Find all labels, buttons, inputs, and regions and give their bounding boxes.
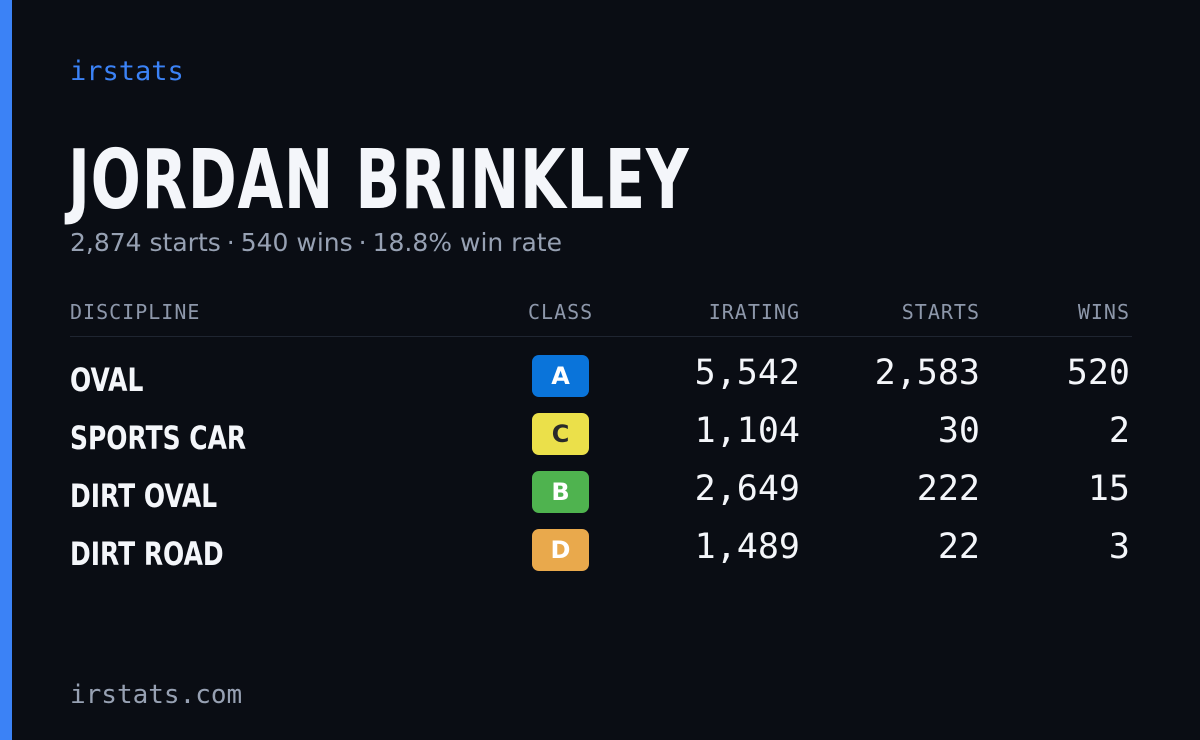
table-row: SPORTS CAR C 1,104 30 2	[70, 411, 1132, 469]
summary-wins: 540 wins	[240, 228, 353, 257]
row-starts: 222	[916, 469, 980, 509]
accent-bar	[0, 0, 12, 740]
row-discipline: OVAL	[70, 361, 144, 399]
row-starts: 22	[937, 527, 980, 567]
header-irating: IRATING	[708, 300, 800, 324]
table-row: DIRT ROAD D 1,489 22 3	[70, 527, 1132, 585]
header-class: CLASS	[528, 300, 594, 324]
table-body: OVAL A 5,542 2,583 520 SPORTS CAR C 1,10…	[70, 353, 1132, 585]
row-wins: 15	[1087, 469, 1130, 509]
row-irating: 1,104	[694, 411, 800, 451]
row-starts: 2,583	[874, 353, 980, 393]
row-wins: 3	[1108, 527, 1130, 567]
class-badge: B	[532, 471, 589, 513]
row-irating: 1,489	[694, 527, 800, 567]
row-discipline: SPORTS CAR	[70, 419, 247, 457]
row-wins: 520	[1066, 353, 1130, 393]
row-irating: 5,542	[694, 353, 800, 393]
header-discipline: DISCIPLINE	[70, 300, 201, 324]
summary-separator: ·	[358, 228, 367, 257]
summary-separator: ·	[226, 228, 235, 257]
class-badge: A	[532, 355, 589, 397]
summary-starts: 2,874 starts	[70, 228, 221, 257]
table-row: OVAL A 5,542 2,583 520	[70, 353, 1132, 411]
header-wins: WINS	[1077, 300, 1130, 324]
footer-url: irstats.com	[70, 680, 243, 710]
brand-logo-text: irstats	[70, 56, 184, 87]
class-badge: D	[532, 529, 589, 571]
row-starts: 30	[937, 411, 980, 451]
class-badge: C	[532, 413, 589, 455]
row-discipline: DIRT ROAD	[70, 535, 224, 573]
summary-winrate: 18.8% win rate	[372, 228, 562, 257]
table-header: DISCIPLINE CLASS IRATING STARTS WINS	[70, 296, 1132, 337]
header-starts: STARTS	[901, 300, 980, 324]
row-wins: 2	[1108, 411, 1130, 451]
discipline-table: DISCIPLINE CLASS IRATING STARTS WINS OVA…	[70, 296, 1132, 585]
row-irating: 2,649	[694, 469, 800, 509]
row-discipline: DIRT OVAL	[70, 477, 218, 515]
driver-name: JORDAN BRINKLEY	[68, 133, 690, 228]
driver-summary: 2,874 starts · 540 wins · 18.8% win rate	[70, 228, 562, 257]
table-row: DIRT OVAL B 2,649 222 15	[70, 469, 1132, 527]
